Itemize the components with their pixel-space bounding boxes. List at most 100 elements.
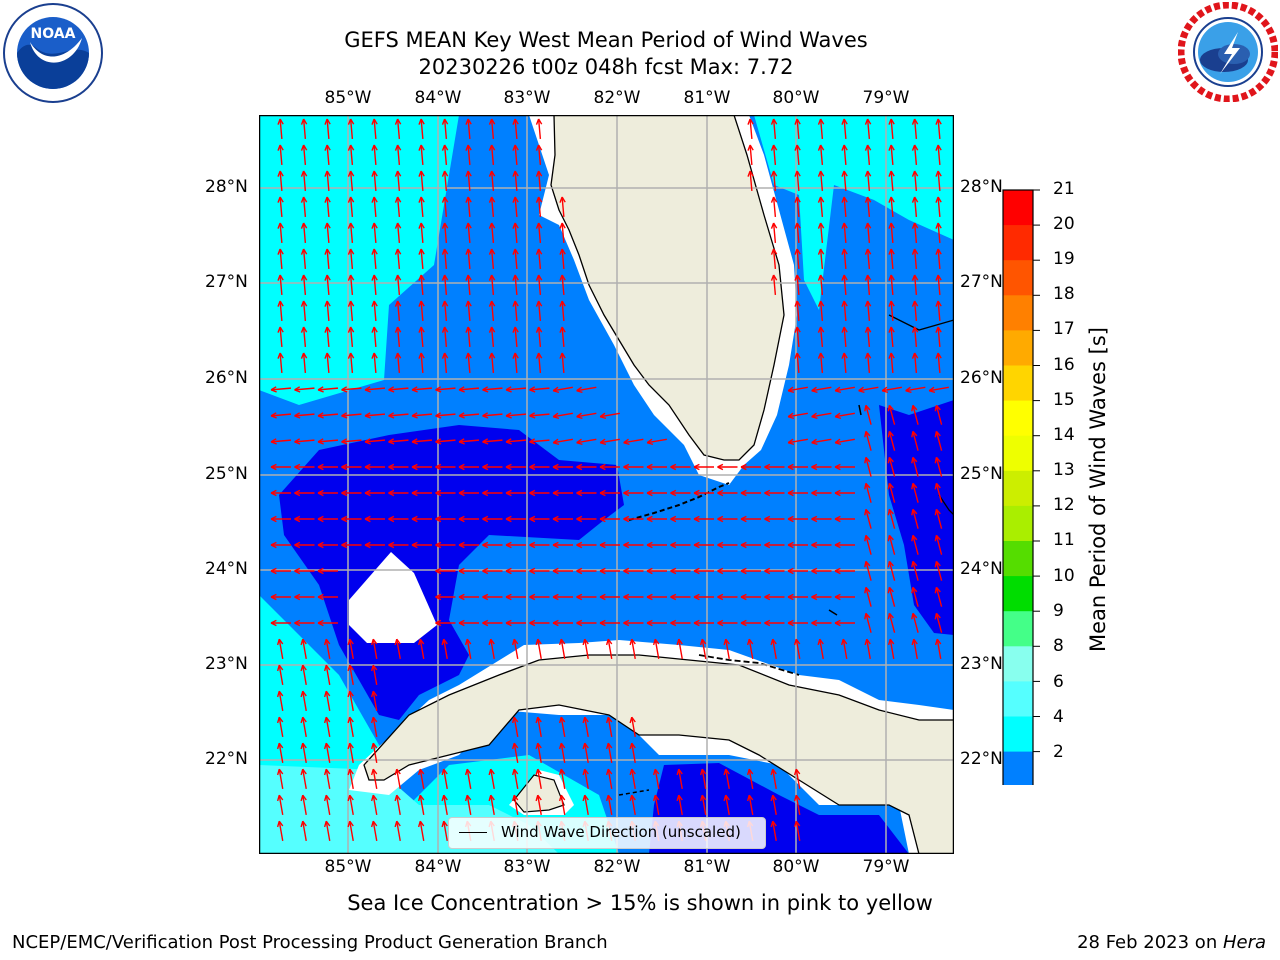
wind-wave-arrowhead xyxy=(740,593,747,601)
wind-wave-arrowhead xyxy=(934,404,941,412)
wind-wave-arrow xyxy=(835,438,855,444)
wind-wave-arrow xyxy=(467,118,471,140)
wind-wave-arrowhead xyxy=(505,515,512,523)
wind-wave-arrow xyxy=(913,248,918,270)
wind-wave-arrowhead xyxy=(418,118,425,125)
wind-wave-arrow xyxy=(866,222,871,244)
wind-wave-arrowhead xyxy=(511,794,519,802)
wind-wave-arrowhead xyxy=(646,619,653,627)
wind-wave-arrow xyxy=(373,222,377,244)
wind-wave-arrowhead xyxy=(887,560,894,568)
wind-wave-arrowhead xyxy=(277,118,284,125)
wind-wave-arrow xyxy=(302,691,307,711)
wind-wave-arrow xyxy=(819,170,824,192)
wind-wave-arrow xyxy=(866,170,871,192)
wind-wave-arrowhead xyxy=(435,463,442,471)
wind-wave-arrowhead xyxy=(464,794,472,802)
wind-wave-arrow xyxy=(607,639,613,659)
wind-wave-arrowhead xyxy=(529,412,536,419)
lat-label-left: 28°N xyxy=(205,177,248,197)
wind-wave-arrowhead xyxy=(935,144,942,151)
wind-wave-arrowhead xyxy=(811,463,818,471)
wind-wave-arrowhead xyxy=(465,196,472,203)
wind-wave-arrow xyxy=(749,170,753,192)
wind-wave-arrow xyxy=(278,769,284,789)
wind-wave-arrowhead xyxy=(388,438,395,445)
wind-wave-arrow xyxy=(443,795,448,815)
wind-wave-arrowhead xyxy=(418,326,425,333)
wind-wave-arrow xyxy=(888,405,896,425)
wind-wave-arrowhead xyxy=(887,456,894,464)
wind-wave-arrow xyxy=(866,639,871,659)
wind-wave-arrowhead xyxy=(465,248,472,255)
wind-wave-arrow xyxy=(302,222,307,244)
wind-wave-arrow xyxy=(553,386,573,392)
wind-wave-arrowhead xyxy=(276,820,284,828)
wind-wave-arrowhead xyxy=(411,541,418,549)
wind-wave-arrowhead xyxy=(418,196,425,203)
wind-wave-arrowhead xyxy=(370,794,378,802)
wind-wave-arrow xyxy=(513,717,519,737)
wind-wave-arrowhead xyxy=(793,820,801,828)
wind-wave-arrowhead xyxy=(435,619,442,627)
wind-wave-arrow xyxy=(420,248,424,270)
wind-wave-arrow xyxy=(725,639,730,659)
wind-wave-arrowhead xyxy=(317,386,324,393)
wind-wave-arrowhead xyxy=(511,768,519,776)
wind-wave-arrow xyxy=(466,769,472,789)
wind-wave-arrowhead xyxy=(623,567,630,575)
wind-wave-arrowhead xyxy=(418,144,425,151)
wind-wave-arrowhead xyxy=(458,593,465,601)
lat-label-left: 22°N xyxy=(205,749,248,769)
lon-label-top: 85°W xyxy=(324,88,372,108)
wind-wave-arrowhead xyxy=(787,619,794,627)
wind-wave-arrow xyxy=(443,639,448,659)
wind-wave-arrow xyxy=(373,248,377,270)
wind-wave-arrow xyxy=(396,222,401,244)
wind-wave-arrowhead xyxy=(770,768,777,776)
wind-wave-arrowhead xyxy=(911,586,918,594)
wind-wave-arrowhead xyxy=(512,326,519,333)
wind-wave-arrow xyxy=(937,352,941,374)
wind-wave-arrow xyxy=(420,326,424,348)
wind-wave-arrow xyxy=(631,717,636,737)
wind-wave-arrowhead xyxy=(834,541,841,549)
wind-wave-arrow xyxy=(890,222,894,244)
wind-wave-arrowhead xyxy=(294,515,301,523)
wind-wave-arrow xyxy=(935,431,943,451)
wind-wave-arrowhead xyxy=(764,619,771,627)
wind-wave-arrowhead xyxy=(300,222,308,229)
wind-wave-arrow xyxy=(302,300,307,322)
wind-wave-arrowhead xyxy=(629,716,636,724)
wind-wave-arrowhead xyxy=(599,593,606,601)
wind-wave-arrowhead xyxy=(576,567,583,575)
wind-wave-arrowhead xyxy=(887,534,894,542)
wind-wave-arrowhead xyxy=(887,430,894,438)
wind-wave-arrow xyxy=(866,352,871,374)
wind-wave-arrow xyxy=(654,639,660,659)
wind-wave-arrowhead xyxy=(605,768,613,776)
wind-wave-arrowhead xyxy=(770,170,778,177)
wind-wave-arrow xyxy=(936,639,942,659)
wind-wave-arrowhead xyxy=(435,386,442,393)
wind-wave-arrowhead xyxy=(394,638,401,646)
wind-wave-arrowhead xyxy=(699,768,707,776)
wind-wave-arrowhead xyxy=(341,541,348,549)
wind-wave-arrowhead xyxy=(864,352,872,359)
wind-wave-arrow xyxy=(467,196,471,218)
wind-wave-arrowhead xyxy=(300,170,308,177)
wind-wave-arrow xyxy=(420,144,424,166)
wind-wave-arrow xyxy=(701,769,707,789)
wind-wave-arrow xyxy=(913,170,918,192)
wind-wave-arrowhead xyxy=(717,515,724,523)
wind-wave-arrow xyxy=(326,248,330,270)
wind-wave-arrow xyxy=(514,196,518,218)
wind-wave-arrow xyxy=(490,118,495,140)
wind-wave-arrow xyxy=(364,413,386,417)
wind-wave-arrow xyxy=(349,274,354,296)
wind-wave-arrowhead xyxy=(324,274,331,281)
wind-wave-arrow xyxy=(373,170,377,192)
wind-wave-arrowhead xyxy=(887,586,894,594)
wind-wave-arrowhead xyxy=(276,638,284,646)
wind-wave-arrow xyxy=(865,613,872,633)
